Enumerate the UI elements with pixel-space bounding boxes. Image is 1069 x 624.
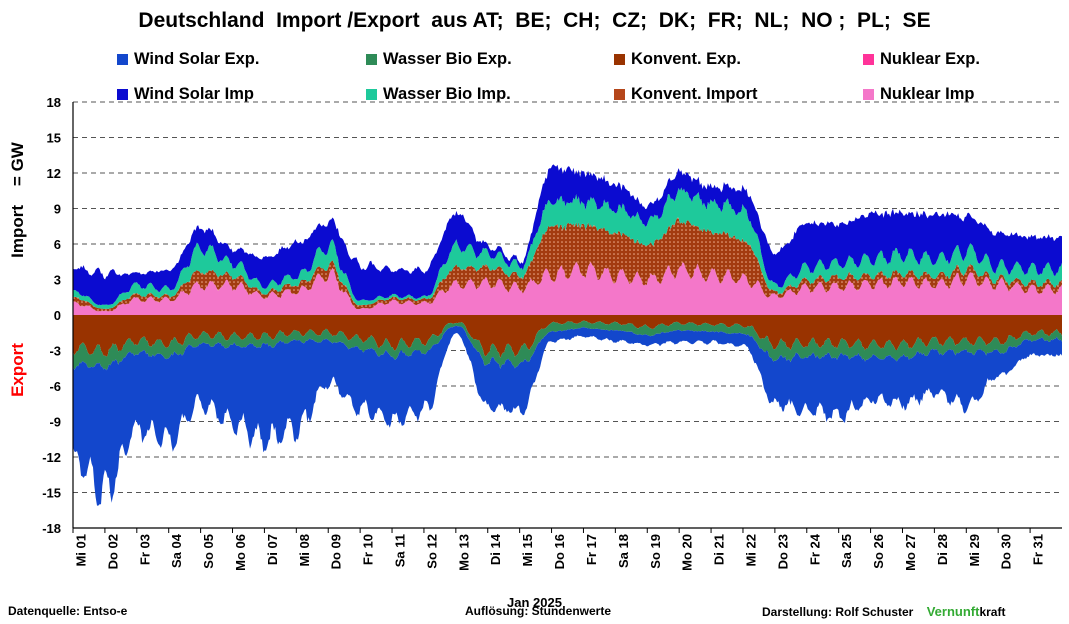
x-tick-label: Di 28 xyxy=(935,534,950,565)
legend-label: Wind Solar Imp xyxy=(134,84,254,103)
x-tick-label: Fr 03 xyxy=(137,534,152,565)
legend-swatch xyxy=(863,88,874,100)
legend-swatch xyxy=(614,53,625,65)
x-tick-label: Do 16 xyxy=(552,534,567,569)
footer-resolution: Auflösung: Stundenwerte xyxy=(465,604,611,618)
x-tick-label: Sa 11 xyxy=(393,534,408,567)
y-tick-label: 3 xyxy=(54,273,61,288)
x-tick-label: Mo 06 xyxy=(233,534,248,571)
x-tick-label: Mo 27 xyxy=(903,534,918,571)
footer-source: Datenquelle: Entso-e xyxy=(8,604,128,618)
y-tick-label: -15 xyxy=(42,486,61,501)
x-tick-label: Mi 15 xyxy=(520,534,535,567)
x-tick-label: Fr 24 xyxy=(807,533,822,565)
legend-swatch xyxy=(117,53,128,65)
y-tick-label: -6 xyxy=(49,379,61,394)
footer-brand-kraft: kraft xyxy=(979,605,1006,619)
x-tick-label: So 19 xyxy=(648,534,663,569)
y-tick-label: 15 xyxy=(47,131,61,146)
x-tick-label: Mo 20 xyxy=(680,534,695,571)
legend-nuklear-imp: Nuklear Imp xyxy=(863,84,974,104)
x-tick-label: Mo 13 xyxy=(456,534,471,571)
x-tick-label: Mi 22 xyxy=(743,534,758,567)
y-tick-label: -3 xyxy=(49,344,61,359)
area-wind-solar-exp xyxy=(73,325,1062,506)
legend-label: Konvent. Import xyxy=(631,84,758,103)
legend-label: Wasser Bio Exp. xyxy=(383,49,512,68)
area-konvent-exp xyxy=(73,315,1062,359)
y-tick-label: 12 xyxy=(47,166,61,181)
y-tick-label: 6 xyxy=(54,237,61,252)
area-wasser-bio-exp xyxy=(73,320,1062,371)
y-tick-label: -18 xyxy=(42,521,61,536)
x-tick-label: Mi 08 xyxy=(297,534,312,567)
y-tick-label: 18 xyxy=(47,95,61,110)
legend-wasser-bio-imp: Wasser Bio Imp. xyxy=(366,84,511,104)
x-tick-label: Do 09 xyxy=(329,534,344,569)
y-tick-label: 0 xyxy=(54,308,61,323)
x-tick-label: Fr 10 xyxy=(361,534,376,565)
x-tick-label: So 26 xyxy=(871,534,886,569)
area-konvent-import xyxy=(73,217,1062,312)
legend-swatch xyxy=(366,53,377,65)
x-tick-label: Di 07 xyxy=(265,534,280,565)
legend-nuklear-exp: Nuklear Exp. xyxy=(863,49,980,69)
area-series-layer xyxy=(73,164,1062,506)
y-tick-label: -9 xyxy=(49,415,61,430)
x-tick-label: Mi 01 xyxy=(74,534,89,567)
x-tick-label: Fr 31 xyxy=(1031,534,1046,565)
legend-label: Nuklear Imp xyxy=(880,84,975,103)
legend-swatch xyxy=(614,88,625,100)
area-wasser-bio-imp xyxy=(73,187,1062,310)
x-tick-label: Mi 29 xyxy=(967,534,982,567)
x-axis-label: Jan 2025 xyxy=(507,595,562,610)
footer-credit: Darstellung: Rolf Schuster Vernunftkraft xyxy=(762,604,1005,619)
legend-wasser-bio-exp: Wasser Bio Exp. xyxy=(366,49,512,69)
axes xyxy=(72,102,1062,533)
chart-title: Deutschland Import /Export aus AT; BE; C… xyxy=(138,9,931,32)
y-tick-label: -12 xyxy=(42,450,61,465)
legend-label: Wind Solar Exp. xyxy=(134,49,260,68)
x-tick-label: Do 30 xyxy=(999,534,1014,569)
legend-konvent-import: Konvent. Import xyxy=(614,84,758,104)
legend-wind-solar-exp: Wind Solar Exp. xyxy=(117,49,259,69)
area-nuklear-imp xyxy=(73,261,1062,315)
legend-konvent-exp: Konvent. Exp. xyxy=(614,49,741,69)
legend-swatch xyxy=(117,88,128,100)
x-tick-label: Fr 17 xyxy=(584,534,599,565)
footer-credit-text: Darstellung: Rolf Schuster xyxy=(762,605,914,619)
x-tick-label: Do 23 xyxy=(775,534,790,569)
x-tick-label: Do 02 xyxy=(105,534,120,569)
x-tick-label: So 05 xyxy=(201,534,216,569)
legend-swatch xyxy=(366,88,377,100)
legend-label: Wasser Bio Imp. xyxy=(383,84,511,103)
legend-swatch xyxy=(863,53,874,65)
x-tick-label: Sa 25 xyxy=(839,534,854,568)
footer-brand-vernunft: Vernunft xyxy=(926,604,980,619)
tick-labels: 18 15 12 9 6 3 0 -3 -6 -9 -12 -15 -18 Mi 01 Do 02 Fr 03… xyxy=(42,95,1045,571)
x-tick-label: So 12 xyxy=(424,534,439,569)
legend-wind-solar-imp: Wind Solar Imp xyxy=(117,84,254,104)
x-tick-label: Sa 04 xyxy=(169,533,184,568)
x-tick-label: Sa 18 xyxy=(616,534,631,568)
y-tick-label: 9 xyxy=(54,202,61,217)
area-wind-solar-imp xyxy=(73,164,1062,306)
legend-label: Konvent. Exp. xyxy=(631,49,742,68)
x-tick-label: Di 14 xyxy=(488,533,503,565)
x-tick-label: Di 21 xyxy=(712,534,727,565)
legend-label: Nuklear Exp. xyxy=(880,49,980,68)
